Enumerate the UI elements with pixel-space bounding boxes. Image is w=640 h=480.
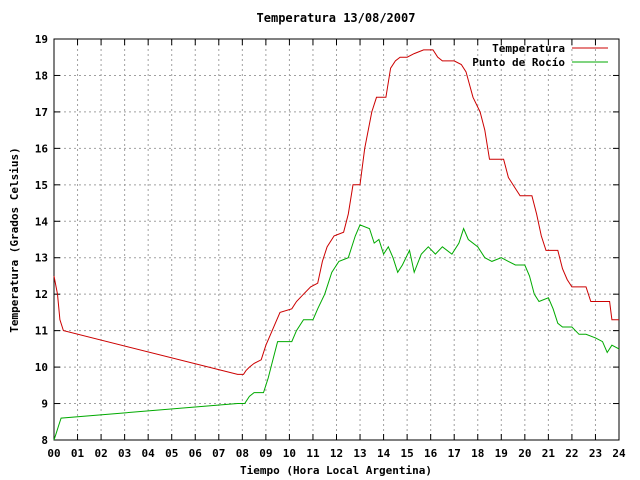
x-tick-label: 15 [401,447,414,460]
series-line-temperatura [53,49,619,375]
series-line-punto-de-rocio [53,224,620,441]
y-tick-label: 8 [41,434,48,447]
x-tick-label: 13 [353,447,366,460]
y-tick-label: 13 [35,252,48,265]
x-tick-label: 07 [212,447,225,460]
y-tick-label: 15 [35,179,48,192]
x-tick-label: 23 [589,447,602,460]
y-axis-label: Temperatura (Grados Celsius) [8,147,21,332]
y-tick-label: 17 [35,106,48,119]
series-layer [53,49,620,441]
legend-label-temperatura: Temperatura [492,42,565,55]
x-tick-label: 10 [283,447,296,460]
y-tick-label: 12 [35,288,48,301]
x-tick-label: 19 [495,447,508,460]
y-tick-label: 19 [35,33,48,46]
grid-layer [54,39,619,440]
y-tick-label: 11 [35,325,49,338]
x-axis-label: Tiempo (Hora Local Argentina) [240,464,432,477]
x-tick-label: 06 [189,447,203,460]
x-tick-label: 24 [612,447,626,460]
chart-title: Temperatura 13/08/2007 [257,11,416,25]
y-tick-label: 10 [35,361,48,374]
x-tick-label: 08 [236,447,249,460]
x-tick-label: 04 [142,447,156,460]
legend-label-punto-de-rocio: Punto de Rocío [472,56,565,69]
x-tick-label: 12 [330,447,343,460]
y-tick-label: 16 [35,142,49,155]
x-tick-label: 17 [448,447,461,460]
x-tick-label: 05 [165,447,178,460]
x-tick-label: 21 [542,447,556,460]
y-axis-ticks: 8 9 10 11 12 13 14 15 16 17 18 19 [35,33,619,447]
y-tick-label: 14 [35,215,49,228]
legend: Temperatura Punto de Rocío [472,42,608,69]
x-axis-ticks: 00 01 02 03 04 05 06 07 08 09 10 11 12 13 14 15 16 17 18 19… [47,39,626,460]
x-tick-label: 00 [47,447,60,460]
x-tick-label: 22 [565,447,578,460]
x-tick-label: 16 [424,447,438,460]
x-tick-label: 03 [118,447,131,460]
y-tick-label: 9 [41,398,48,411]
x-tick-label: 09 [259,447,272,460]
x-tick-label: 18 [471,447,484,460]
x-tick-label: 01 [71,447,85,460]
y-tick-label: 18 [35,69,48,82]
x-tick-label: 20 [518,447,531,460]
x-tick-label: 02 [94,447,107,460]
x-tick-label: 14 [377,447,391,460]
x-tick-label: 11 [306,447,320,460]
